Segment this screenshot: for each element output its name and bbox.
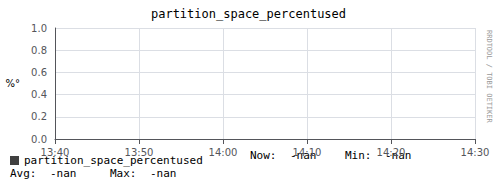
svg-text:Max:: Max:: [110, 167, 137, 180]
svg-text:0.2: 0.2: [31, 111, 47, 122]
svg-text:Now:: Now:: [250, 149, 277, 162]
svg-text:1.0: 1.0: [31, 23, 47, 34]
svg-text:-nan: -nan: [50, 167, 77, 180]
svg-text:0.0: 0.0: [31, 134, 47, 145]
svg-text:-nan: -nan: [150, 167, 177, 180]
svg-text:partition_space_percentused: partition_space_percentused: [151, 7, 346, 21]
svg-text:%°: %°: [5, 78, 20, 89]
svg-text:0.8: 0.8: [31, 45, 47, 56]
svg-text:Min:: Min:: [345, 149, 372, 162]
svg-text:14:10: 14:10: [293, 147, 322, 158]
svg-text:13:50: 13:50: [124, 146, 154, 158]
svg-text:14:00: 14:00: [209, 147, 238, 158]
svg-text:14:30: 14:30: [461, 147, 490, 158]
svg-text:Avg:: Avg:: [10, 167, 37, 180]
svg-text:0.6: 0.6: [31, 67, 47, 78]
svg-text:13:40: 13:40: [40, 146, 70, 158]
svg-text:14:20: 14:20: [377, 147, 406, 158]
svg-text:partition_space_percentused: partition_space_percentused: [24, 154, 203, 167]
svg-text:RRDTOOL / TOBI OETIKER: RRDTOOL / TOBI OETIKER: [485, 30, 493, 124]
svg-text:0.4: 0.4: [31, 89, 47, 100]
